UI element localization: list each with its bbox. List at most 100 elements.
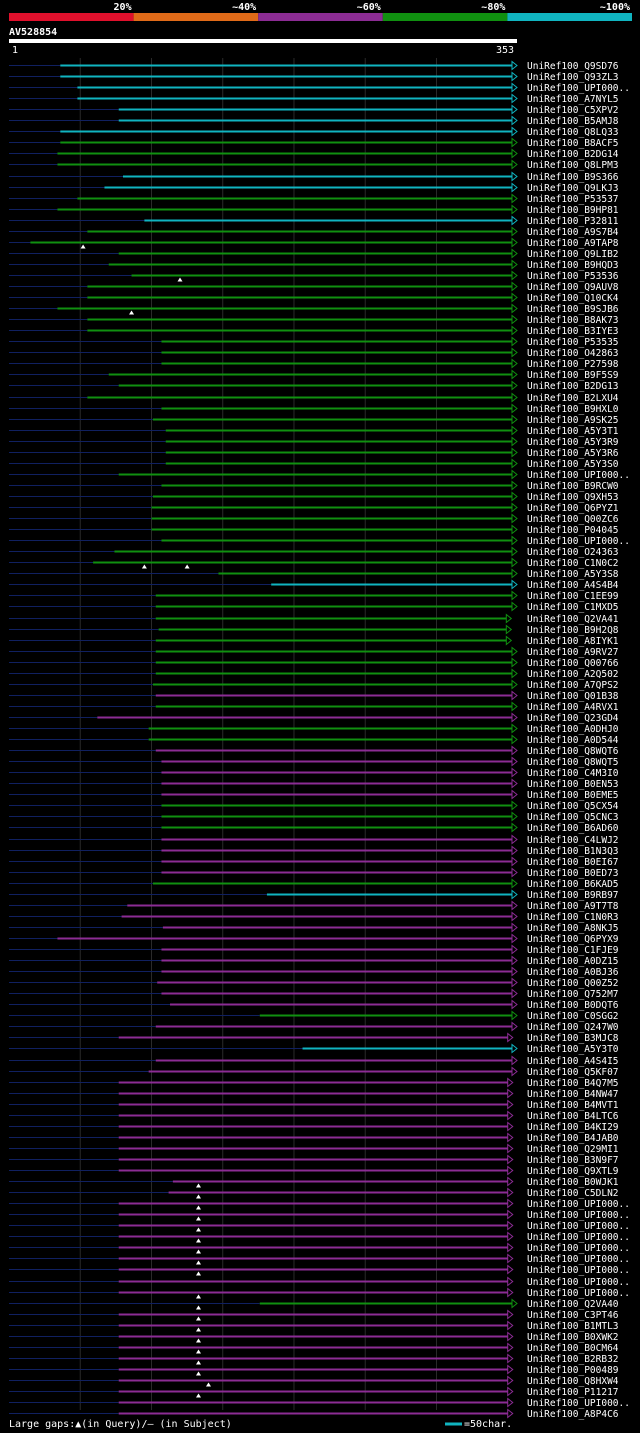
hit-label[interactable]: UniRef100_B4MVT1: [527, 1100, 619, 1111]
hit-label[interactable]: UniRef100_A9S7B4: [527, 227, 619, 238]
hit-label[interactable]: UniRef100_A8IYK1: [527, 636, 619, 647]
hit-label[interactable]: UniRef100_Q00766: [527, 658, 619, 669]
hit-label[interactable]: UniRef100_O24363: [527, 547, 619, 558]
hit-label[interactable]: UniRef100_B9S366: [527, 172, 619, 183]
hit-label[interactable]: UniRef100_A4S4B4: [527, 580, 619, 591]
hit-label[interactable]: UniRef100_UPI000..: [527, 1199, 630, 1210]
hit-label[interactable]: UniRef100_UPI000..: [527, 1398, 630, 1409]
hit-label[interactable]: UniRef100_A0DHJ0: [527, 724, 619, 735]
hit-label[interactable]: UniRef100_Q9LIB2: [527, 249, 619, 260]
hit-label[interactable]: UniRef100_Q23GD4: [527, 713, 619, 724]
hit-label[interactable]: UniRef100_P04045: [527, 525, 619, 536]
hit-label[interactable]: UniRef100_UPI000..: [527, 1288, 630, 1299]
hit-label[interactable]: UniRef100_A7QPS2: [527, 680, 619, 691]
hit-label[interactable]: UniRef100_C1EE99: [527, 591, 619, 602]
hit-label[interactable]: UniRef100_A5Y3T1: [527, 426, 619, 437]
hit-label[interactable]: UniRef100_B9HP81: [527, 205, 619, 216]
hit-label[interactable]: UniRef100_P53535: [527, 337, 619, 348]
hit-label[interactable]: UniRef100_Q8WQT5: [527, 757, 619, 768]
hit-label[interactable]: UniRef100_Q9XTL9: [527, 1166, 619, 1177]
hit-label[interactable]: UniRef100_A0BJ36: [527, 967, 619, 978]
hit-label[interactable]: UniRef100_UPI000..: [527, 1277, 630, 1288]
hit-label[interactable]: UniRef100_B0ED73: [527, 868, 619, 879]
hit-label[interactable]: UniRef100_Q8LPM3: [527, 160, 619, 171]
hit-label[interactable]: UniRef100_Q8HXW4: [527, 1376, 619, 1387]
hit-label[interactable]: UniRef100_Q9XH53: [527, 492, 619, 503]
hit-label[interactable]: UniRef100_A8P4C6: [527, 1409, 619, 1420]
hit-label[interactable]: UniRef100_B9F5S9: [527, 370, 619, 381]
hit-label[interactable]: UniRef100_B0EI67: [527, 857, 619, 868]
hit-label[interactable]: UniRef100_Q2VA41: [527, 614, 619, 625]
hit-label[interactable]: UniRef100_UPI000..: [527, 1210, 630, 1221]
hit-label[interactable]: UniRef100_Q2VA40: [527, 1299, 619, 1310]
hit-label[interactable]: UniRef100_C1FJE9: [527, 945, 619, 956]
hit-label[interactable]: UniRef100_A5Y3R9: [527, 437, 619, 448]
hit-label[interactable]: UniRef100_A0D544: [527, 735, 619, 746]
hit-label[interactable]: UniRef100_Q9SD76: [527, 61, 619, 72]
hit-label[interactable]: UniRef100_B5AMJ8: [527, 116, 619, 127]
hit-label[interactable]: UniRef100_B9RCW0: [527, 481, 619, 492]
hit-label[interactable]: UniRef100_B0EN53: [527, 779, 619, 790]
hit-label[interactable]: UniRef100_A8NKJ5: [527, 923, 619, 934]
hit-label[interactable]: UniRef100_B2DG13: [527, 381, 619, 392]
hit-label[interactable]: UniRef100_Q247W0: [527, 1022, 619, 1033]
hit-label[interactable]: UniRef100_B9RB97: [527, 890, 619, 901]
hit-label[interactable]: UniRef100_A5Y3R6: [527, 448, 619, 459]
hit-label[interactable]: UniRef100_B0CM64: [527, 1343, 619, 1354]
hit-label[interactable]: UniRef100_B3N9F7: [527, 1155, 619, 1166]
hit-label[interactable]: UniRef100_P11217: [527, 1387, 619, 1398]
hit-label[interactable]: UniRef100_A9RV27: [527, 647, 619, 658]
hit-label[interactable]: UniRef100_B4KI29: [527, 1122, 619, 1133]
hit-label[interactable]: UniRef100_B4Q7M5: [527, 1078, 619, 1089]
hit-label[interactable]: UniRef100_A5Y3S8: [527, 569, 619, 580]
hit-label[interactable]: UniRef100_B3MJC8: [527, 1033, 619, 1044]
hit-label[interactable]: UniRef100_Q8LQ33: [527, 127, 619, 138]
hit-label[interactable]: UniRef100_P53537: [527, 194, 619, 205]
hit-label[interactable]: UniRef100_O42863: [527, 348, 619, 359]
hit-label[interactable]: UniRef100_A5Y3S0: [527, 459, 619, 470]
hit-label[interactable]: UniRef100_Q6PYZ1: [527, 503, 619, 514]
hit-label[interactable]: UniRef100_A4S4I5: [527, 1056, 619, 1067]
hit-label[interactable]: UniRef100_Q9AUV8: [527, 282, 619, 293]
hit-label[interactable]: UniRef100_B6AD60: [527, 823, 619, 834]
hit-label[interactable]: UniRef100_B1N3Q3: [527, 846, 619, 857]
hit-label[interactable]: UniRef100_Q752M7: [527, 989, 619, 1000]
hit-label[interactable]: UniRef100_Q00Z52: [527, 978, 619, 989]
hit-label[interactable]: UniRef100_B8ACF5: [527, 138, 619, 149]
hit-label[interactable]: UniRef100_Q8WQT6: [527, 746, 619, 757]
hit-label[interactable]: UniRef100_C3PT46: [527, 1310, 619, 1321]
hit-label[interactable]: UniRef100_Q29MI1: [527, 1144, 619, 1155]
hit-label[interactable]: UniRef100_Q5CNC3: [527, 812, 619, 823]
hit-label[interactable]: UniRef100_Q93ZL3: [527, 72, 619, 83]
hit-label[interactable]: UniRef100_C4M3I0: [527, 768, 619, 779]
hit-label[interactable]: UniRef100_C5XPV2: [527, 105, 619, 116]
hit-label[interactable]: UniRef100_UPI000..: [527, 1265, 630, 1276]
hit-label[interactable]: UniRef100_B4LTC6: [527, 1111, 619, 1122]
hit-label[interactable]: UniRef100_B9SJB6: [527, 304, 619, 315]
hit-label[interactable]: UniRef100_A0DZ15: [527, 956, 619, 967]
hit-label[interactable]: UniRef100_A5Y3T0: [527, 1044, 619, 1055]
hit-label[interactable]: UniRef100_UPI000..: [527, 1243, 630, 1254]
hit-label[interactable]: UniRef100_Q01B38: [527, 691, 619, 702]
hit-label[interactable]: UniRef100_B4NW47: [527, 1089, 619, 1100]
hit-label[interactable]: UniRef100_Q00ZC6: [527, 514, 619, 525]
hit-label[interactable]: UniRef100_UPI000..: [527, 83, 630, 94]
hit-label[interactable]: UniRef100_B3IYE3: [527, 326, 619, 337]
hit-label[interactable]: UniRef100_C5DLN2: [527, 1188, 619, 1199]
hit-label[interactable]: UniRef100_B2DG14: [527, 149, 619, 160]
hit-label[interactable]: UniRef100_A9TAP8: [527, 238, 619, 249]
hit-label[interactable]: UniRef100_C1N0R3: [527, 912, 619, 923]
hit-label[interactable]: UniRef100_A4RVX1: [527, 702, 619, 713]
hit-label[interactable]: UniRef100_B9HXL0: [527, 404, 619, 415]
hit-label[interactable]: UniRef100_B6KAD5: [527, 879, 619, 890]
hit-label[interactable]: UniRef100_Q10CK4: [527, 293, 619, 304]
hit-label[interactable]: UniRef100_P27598: [527, 359, 619, 370]
hit-label[interactable]: UniRef100_C1MXD5: [527, 602, 619, 613]
hit-label[interactable]: UniRef100_C4LWJ2: [527, 835, 619, 846]
hit-label[interactable]: UniRef100_B0EME5: [527, 790, 619, 801]
hit-label[interactable]: UniRef100_P53536: [527, 271, 619, 282]
hit-label[interactable]: UniRef100_C0SGG2: [527, 1011, 619, 1022]
hit-label[interactable]: UniRef100_P00489: [527, 1365, 619, 1376]
hit-label[interactable]: UniRef100_P32811: [527, 216, 619, 227]
hit-label[interactable]: UniRef100_A9SK25: [527, 415, 619, 426]
